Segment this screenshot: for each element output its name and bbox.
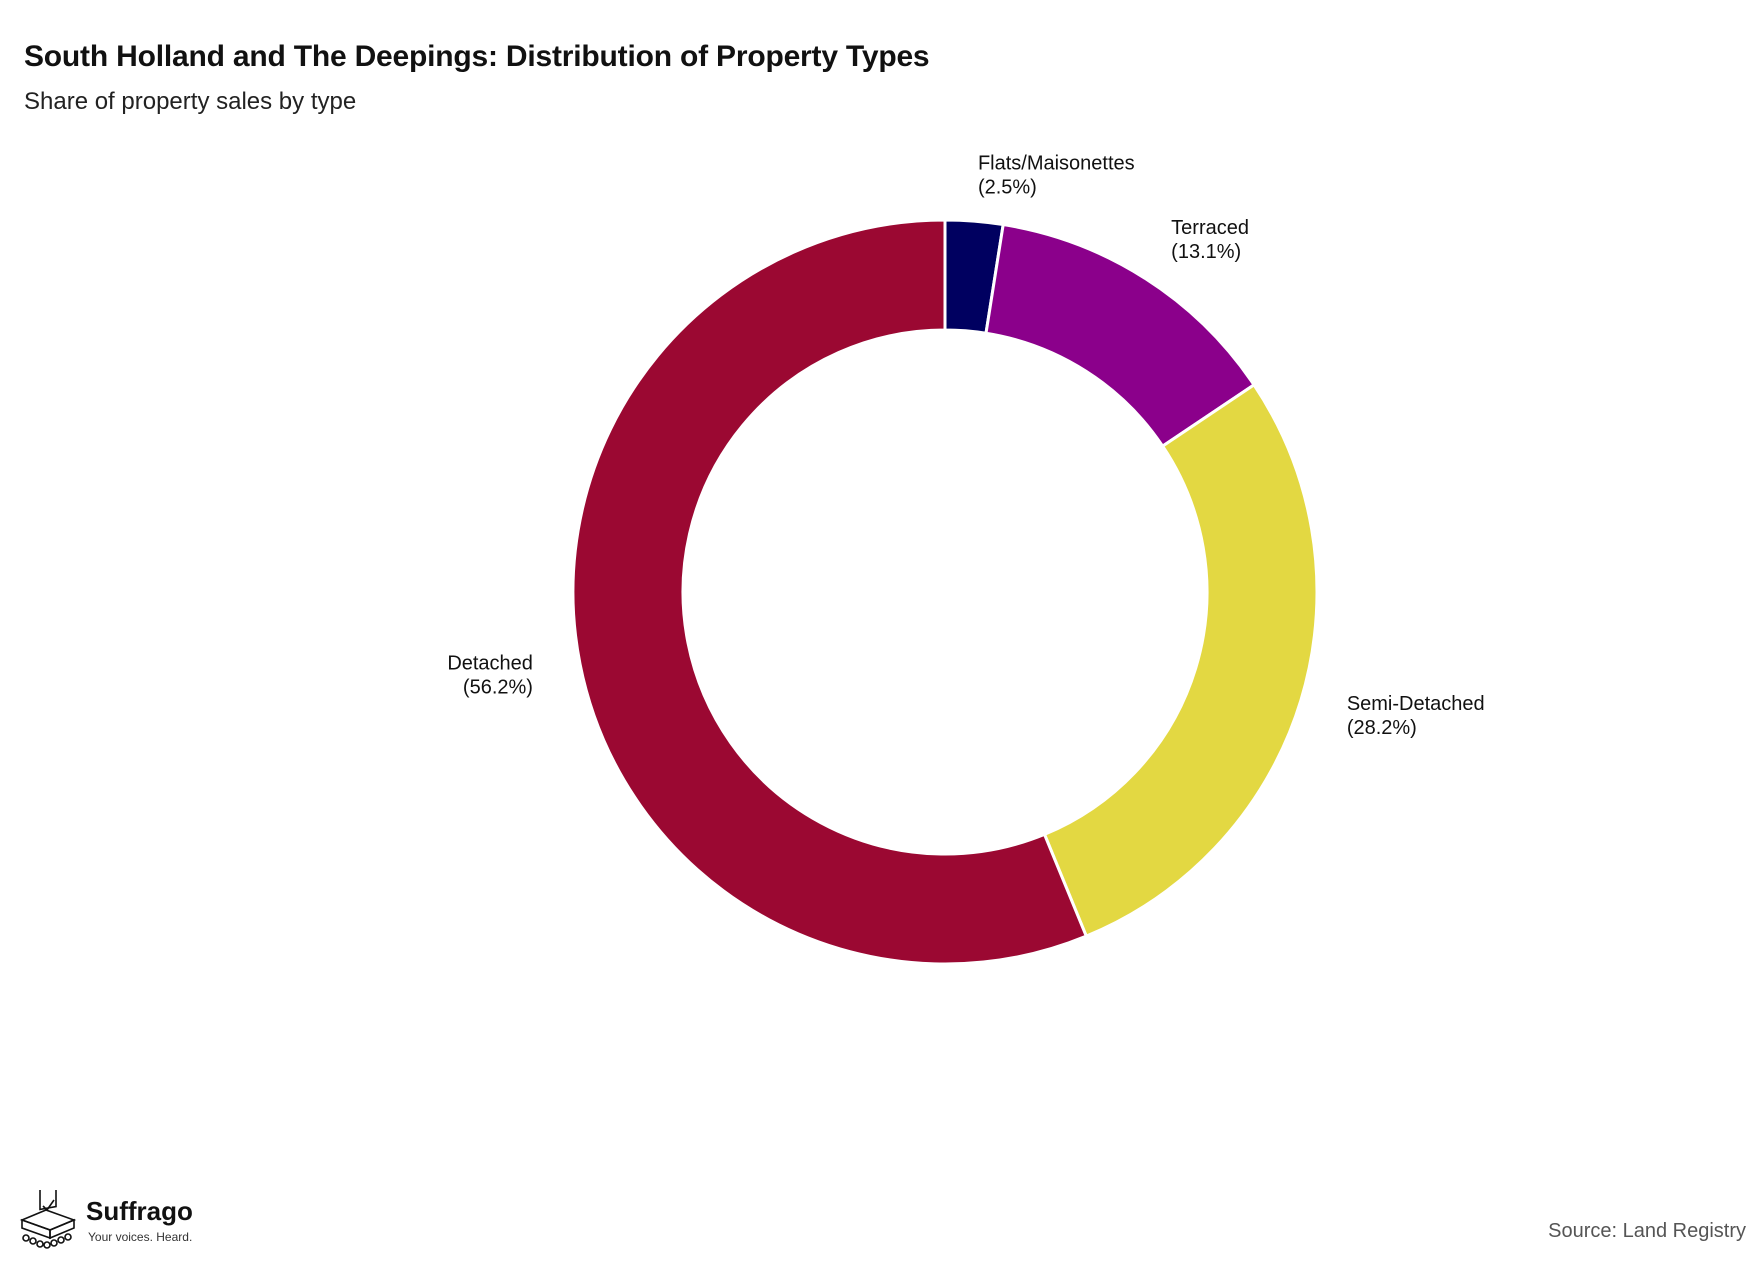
slice-label-value: (56.2%) bbox=[463, 676, 533, 698]
slice-label-name: Flats/Maisonettes bbox=[978, 152, 1135, 174]
slice-detached bbox=[571, 218, 1089, 966]
slice-label-name: Detached bbox=[447, 652, 533, 674]
brand-logo: Suffrago Your voices. Heard. bbox=[14, 1190, 214, 1250]
ballot-box-icon bbox=[19, 1190, 77, 1249]
slice-labels: Flats/Maisonettes (2.5%) Terraced (13.1%) Se… bbox=[447, 152, 1484, 739]
source-note: Source: Land Registry bbox=[1548, 1220, 1746, 1242]
slice-label-name: Terraced bbox=[1171, 217, 1249, 239]
slice-label-value: (13.1%) bbox=[1171, 241, 1241, 263]
slice-label-value: (2.5%) bbox=[978, 176, 1037, 198]
slice-label-semi-detached: Semi-Detached (28.2%) bbox=[1347, 693, 1485, 739]
slice-semi-detached bbox=[1042, 382, 1319, 939]
slice-label-value: (28.2%) bbox=[1347, 717, 1417, 739]
brand-tagline: Your voices. Heard. bbox=[88, 1230, 193, 1244]
slice-label-terraced: Terraced (13.1%) bbox=[1171, 217, 1249, 263]
chart-title: South Holland and The Deepings: Distribu… bbox=[24, 40, 930, 73]
donut-slices bbox=[571, 218, 1319, 966]
slice-label-flats-maisonettes: Flats/Maisonettes (2.5%) bbox=[978, 152, 1135, 198]
slice-label-detached: Detached (56.2%) bbox=[447, 652, 533, 698]
brand-name: Suffrago bbox=[86, 1196, 193, 1226]
chart-subtitle: Share of property sales by type bbox=[24, 88, 357, 115]
slice-label-name: Semi-Detached bbox=[1347, 693, 1485, 715]
